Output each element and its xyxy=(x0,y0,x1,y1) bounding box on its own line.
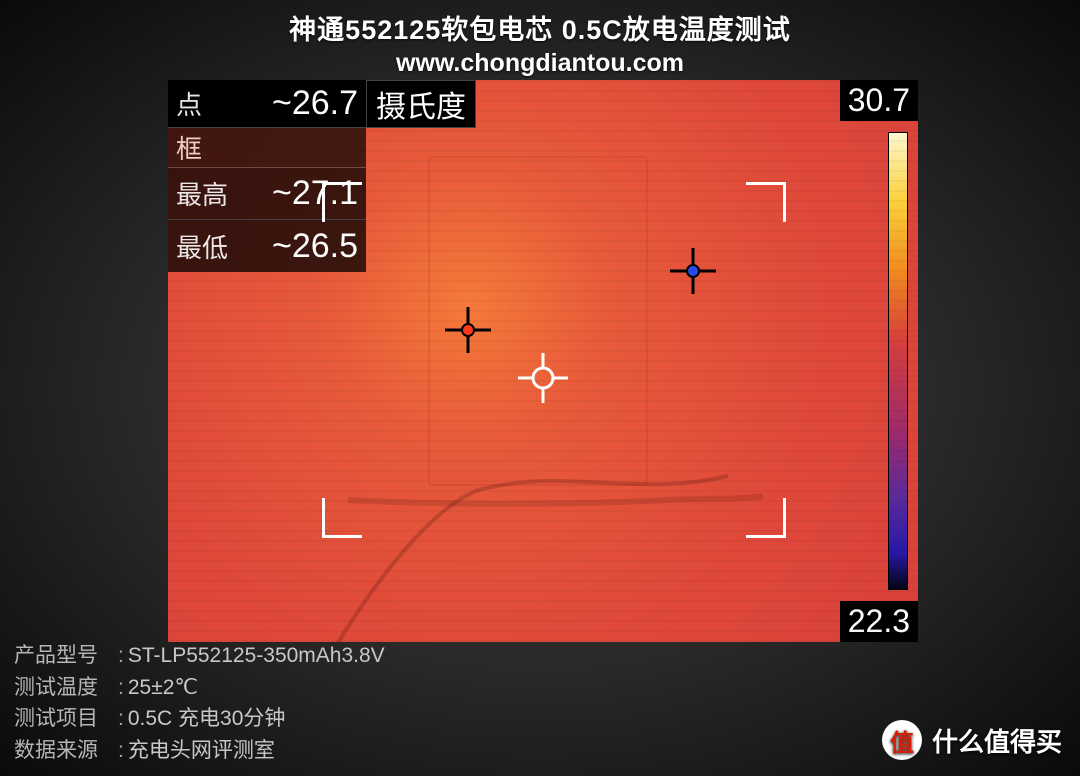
spec-block: 产品型号 : ST-LP552125-350mAh3.8V 测试温度 : 25±… xyxy=(14,640,385,766)
readout-point-label: 点 xyxy=(176,85,202,122)
spec-value: 充电头网评测室 xyxy=(128,735,275,767)
spec-row: 产品型号 : ST-LP552125-350mAh3.8V xyxy=(14,640,385,672)
spec-key: 测试温度 xyxy=(14,672,114,704)
frame-bracket-tr xyxy=(746,182,786,222)
spec-sep: : xyxy=(118,703,124,735)
spec-value: 0.5C 充电30分钟 xyxy=(128,703,286,735)
spec-value: ST-LP552125-350mAh3.8V xyxy=(128,640,385,672)
readout-point: 点 ~26.7 xyxy=(168,80,366,128)
scale-low: 22.3 xyxy=(840,601,918,642)
wire-trace xyxy=(308,470,768,642)
spec-row: 测试温度 : 25±2℃ xyxy=(14,672,385,704)
readout-point-value: ~26.7 xyxy=(272,84,358,123)
frame-bracket-bl xyxy=(322,498,362,538)
color-scale-bar xyxy=(888,132,908,590)
spec-row: 测试项目 : 0.5C 充电30分钟 xyxy=(14,703,385,735)
watermark-badge-icon: 值 xyxy=(882,720,922,760)
readout-min-value: ~26.5 xyxy=(272,227,358,266)
battery-outline xyxy=(428,156,648,486)
spec-key: 测试项目 xyxy=(14,703,114,735)
readout-min: 最低 ~26.5 xyxy=(168,220,366,272)
scale-high: 30.7 xyxy=(840,80,918,121)
readout-box-label: 框 xyxy=(168,128,366,168)
watermark: 值 什么值得买 xyxy=(882,720,1062,760)
spec-sep: : xyxy=(118,672,124,704)
spec-sep: : xyxy=(118,735,124,767)
spec-row: 数据来源 : 充电头网评测室 xyxy=(14,735,385,767)
page-title: 神通552125软包电芯 0.5C放电温度测试 xyxy=(0,8,1080,47)
thermal-image: 点 ~26.7 摄氏度 框 最高 ~27.1 最低 ~26.5 30.7 22.… xyxy=(168,80,918,642)
spec-key: 产品型号 xyxy=(14,640,114,672)
frame-bracket-br xyxy=(746,498,786,538)
readout-max-label: 最高 xyxy=(176,175,228,212)
readout-min-label: 最低 xyxy=(176,228,228,265)
frame-bracket-tl xyxy=(322,182,362,222)
source-url: www.chongdiantou.com xyxy=(0,49,1080,78)
readout-unit: 摄氏度 xyxy=(366,80,476,128)
spec-sep: : xyxy=(118,640,124,672)
title-block: 神通552125软包电芯 0.5C放电温度测试 www.chongdiantou… xyxy=(0,0,1080,78)
watermark-text: 什么值得买 xyxy=(932,722,1062,759)
crosshair-cold xyxy=(666,244,720,298)
spec-key: 数据来源 xyxy=(14,735,114,767)
spec-value: 25±2℃ xyxy=(128,672,198,704)
